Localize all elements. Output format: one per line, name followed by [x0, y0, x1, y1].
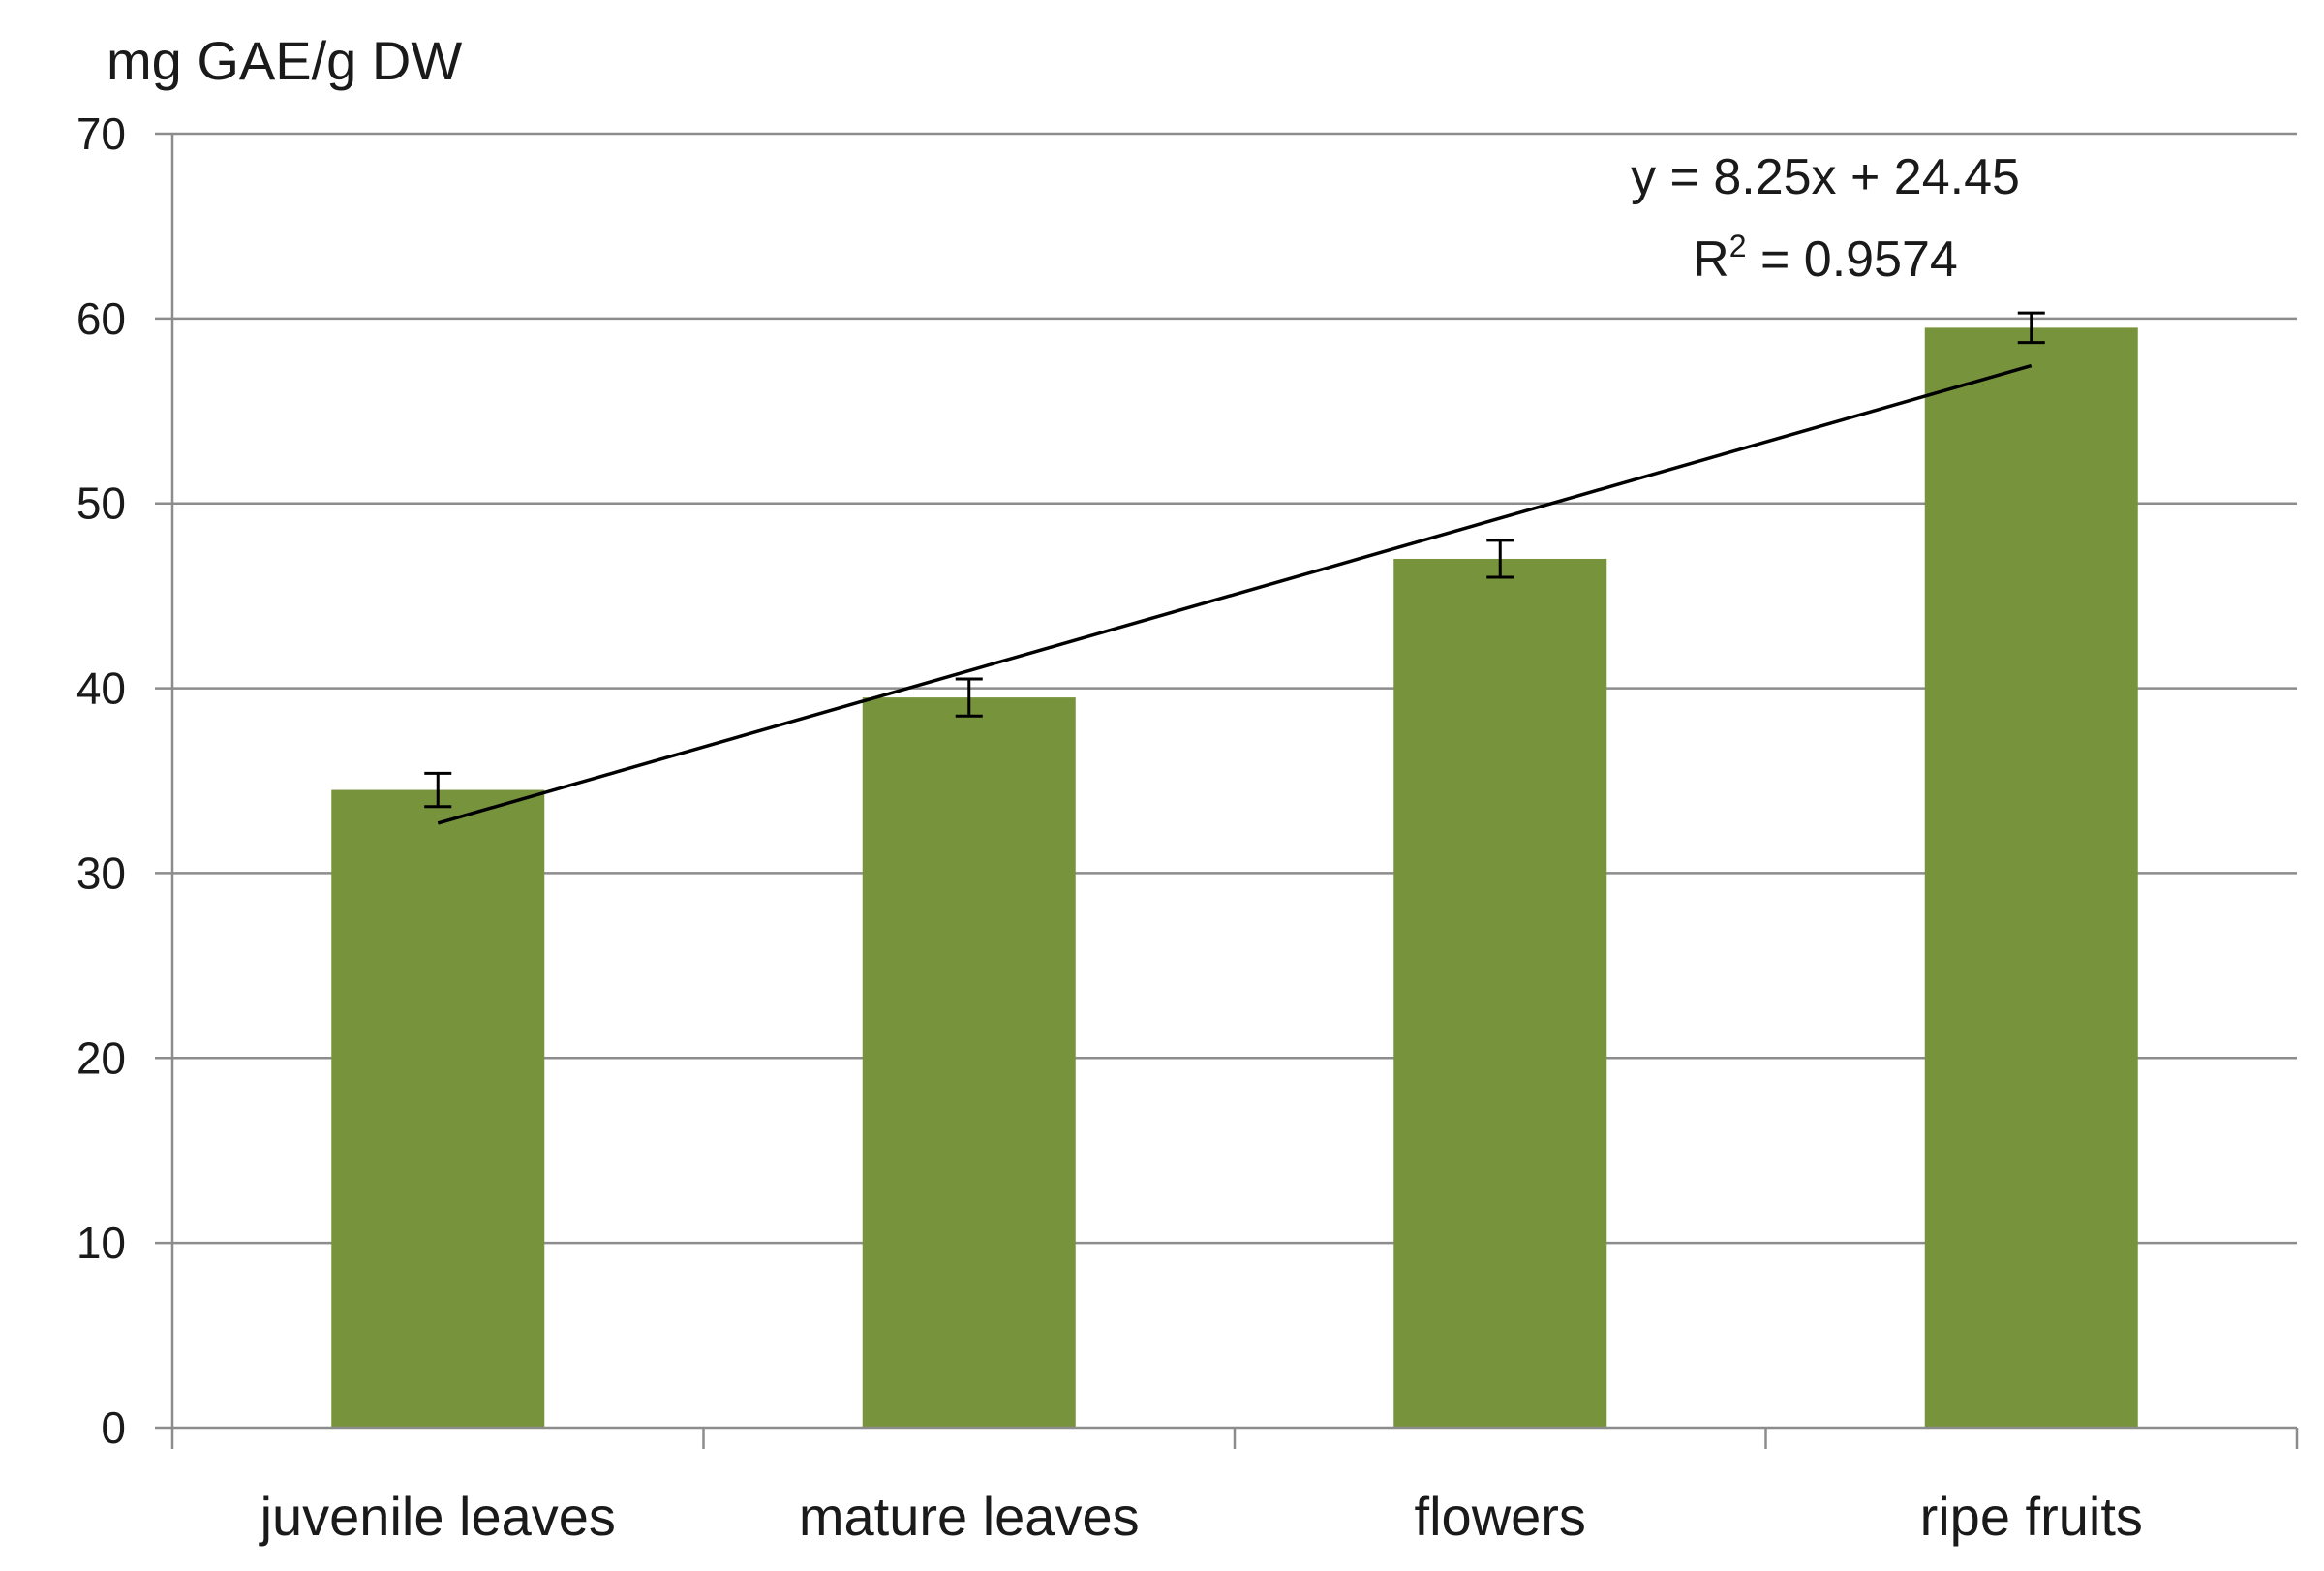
trendline: [437, 363, 2033, 825]
y-tick-label: 40: [76, 663, 126, 714]
x-tick-labels: juvenile leaves mature leaves flowers ripe …: [259, 1486, 2143, 1547]
bars: [331, 327, 2138, 1428]
bar: [331, 789, 545, 1428]
y-tick-label: 60: [76, 293, 126, 344]
r-squared-label: R: [1693, 231, 1729, 288]
y-tick-label: 70: [76, 108, 126, 159]
trendline-equation: y = 8.25x + 24.45: [1631, 149, 2020, 205]
bar: [1924, 327, 2138, 1428]
y-tick-labels: 0 10 20 30 40 50 60 70: [76, 108, 126, 1453]
r-squared-value: = 0.9574: [1747, 231, 1958, 288]
bar: [1393, 558, 1607, 1428]
category-label: ripe fruits: [1920, 1486, 2143, 1547]
bar: [862, 697, 1076, 1428]
error-bar: [955, 677, 983, 718]
r-squared-annotation: R2 = 0.9574: [1693, 229, 1958, 288]
error-bar: [2017, 311, 2045, 345]
y-tick-label: 50: [76, 478, 126, 529]
error-bar: [1486, 539, 1514, 579]
axes: [170, 134, 2299, 1449]
error-bar: [424, 771, 452, 809]
trendline-path: [437, 363, 2033, 825]
error-bars: [424, 311, 2045, 809]
category-label: mature leaves: [799, 1486, 1140, 1547]
y-axis-label: mg GAE/g DW: [107, 30, 462, 91]
y-tick-label: 20: [76, 1032, 126, 1083]
y-tick-label: 30: [76, 847, 126, 898]
y-tick-label: 0: [101, 1402, 126, 1453]
r-squared-superscript: 2: [1729, 229, 1747, 263]
y-tick-label: 10: [76, 1217, 126, 1268]
category-label: flowers: [1415, 1486, 1586, 1547]
category-label: juvenile leaves: [259, 1486, 616, 1547]
